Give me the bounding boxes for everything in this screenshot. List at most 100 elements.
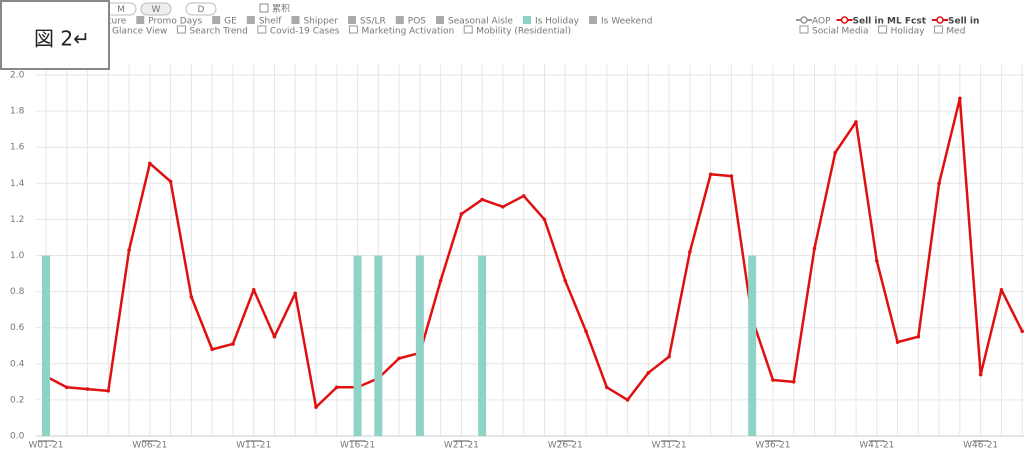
line-point — [501, 204, 505, 209]
holiday-bar — [478, 255, 487, 436]
y-tick-label: 0.0 — [10, 432, 25, 442]
toggle-label[interactable]: W — [152, 5, 161, 15]
x-tick-label: W41-21 — [859, 441, 894, 451]
line-point — [646, 371, 651, 375]
line-point — [168, 179, 173, 184]
line-point — [771, 378, 775, 382]
legend-label[interactable]: POS — [408, 17, 427, 27]
legend-label[interactable]: Promo Days — [148, 17, 202, 27]
holiday-bar — [415, 255, 424, 436]
overlay-box — [0, 0, 110, 70]
line-point — [688, 250, 692, 254]
line-point — [604, 385, 609, 390]
x-tick-label: W46-21 — [963, 441, 998, 451]
holiday-bar — [374, 255, 383, 436]
holiday-bar — [353, 255, 362, 436]
legend-label[interactable]: Search Trend — [189, 27, 247, 37]
line-point — [334, 385, 339, 390]
legend-swatch — [212, 16, 221, 24]
line-point — [397, 356, 401, 361]
line-point — [999, 287, 1004, 292]
legend-label[interactable]: Social Media — [812, 27, 869, 37]
line-point — [314, 405, 318, 409]
x-tick-label: W36-21 — [755, 441, 790, 451]
line-point — [210, 347, 214, 352]
line-point — [916, 334, 921, 339]
line-point — [729, 174, 734, 178]
line-point — [937, 181, 941, 186]
legend-swatch — [799, 25, 809, 34]
legend-label[interactable]: SS/LR — [360, 17, 386, 27]
legend-label[interactable]: Holiday — [891, 27, 926, 37]
checkbox-label[interactable]: 累积 — [272, 3, 290, 15]
legend-swatch — [436, 16, 445, 24]
overlay-label: 図 2↵ — [34, 27, 90, 51]
line-point — [542, 217, 547, 222]
legend-label[interactable]: Shipper — [303, 17, 338, 27]
legend-label[interactable]: Shelf — [259, 17, 282, 27]
x-tick-label: W01-21 — [28, 441, 63, 451]
line-point — [708, 172, 713, 177]
line-point — [584, 329, 588, 334]
x-tick-label: W16-21 — [340, 441, 375, 451]
toggle[interactable] — [185, 2, 217, 16]
legend-label[interactable]: Is Holiday — [535, 17, 580, 27]
toggle-label[interactable]: D — [198, 5, 205, 15]
legend-swatch — [463, 25, 473, 34]
legend-label[interactable]: Covid-19 Cases — [270, 27, 340, 37]
line-point — [791, 380, 796, 384]
line-point — [625, 398, 630, 402]
legend-label[interactable]: Sell in — [948, 17, 979, 27]
legend-label[interactable]: Med — [946, 27, 965, 37]
toggle[interactable] — [140, 2, 172, 16]
y-tick-label: 1.2 — [10, 215, 24, 225]
line-point — [854, 120, 858, 124]
legend-swatch — [840, 16, 849, 24]
legend-label[interactable]: Mobility (Residential) — [476, 27, 571, 37]
line-point — [978, 372, 983, 377]
line-point — [293, 291, 298, 296]
line-point — [667, 354, 671, 359]
legend-label[interactable]: AOP — [812, 17, 831, 27]
y-tick-label: 1.6 — [10, 143, 25, 153]
y-tick-label: 0.8 — [10, 287, 25, 297]
forecast-line — [45, 97, 1024, 409]
checkbox[interactable] — [259, 3, 269, 13]
toggle-label[interactable]: M — [117, 5, 125, 15]
x-tick-label: W26-21 — [548, 441, 583, 451]
legend-label[interactable]: Seasonal Aisle — [448, 17, 513, 27]
line-point — [272, 334, 277, 339]
y-tick-label: 1.8 — [10, 107, 25, 117]
x-tick-label: W06-21 — [132, 441, 167, 451]
legend-swatch — [933, 25, 943, 34]
x-tick-label: W21-21 — [444, 441, 479, 451]
line-point — [459, 212, 464, 216]
line-point — [521, 194, 526, 198]
line-point — [1020, 329, 1024, 334]
y-tick-label: 2.0 — [10, 71, 25, 81]
line-point — [875, 259, 879, 263]
legend-label[interactable]: Glance View — [112, 27, 167, 37]
legend-label[interactable]: ture — [108, 17, 127, 27]
legend-label[interactable]: Marketing Activation — [361, 27, 454, 37]
line-point — [480, 197, 484, 202]
y-tick-label: 0.2 — [10, 395, 24, 405]
x-tick-label: W31-21 — [652, 441, 687, 451]
legend-label[interactable]: Is Weekend — [601, 17, 653, 27]
legend-swatch — [522, 16, 531, 24]
legend-label[interactable]: Sell in ML Fcst — [853, 17, 927, 27]
legend-label[interactable]: GE — [224, 17, 237, 27]
legend-swatch — [936, 16, 944, 24]
line-point — [833, 150, 838, 155]
line-point — [958, 96, 962, 101]
legend-swatch — [589, 16, 597, 24]
x-tick-label: W11-21 — [236, 441, 271, 451]
legend-swatch — [257, 25, 267, 34]
legend-swatch — [800, 16, 808, 24]
legend-swatch — [246, 16, 255, 24]
line-point — [812, 246, 817, 251]
legend-swatch — [176, 25, 186, 34]
line-point — [895, 340, 900, 344]
